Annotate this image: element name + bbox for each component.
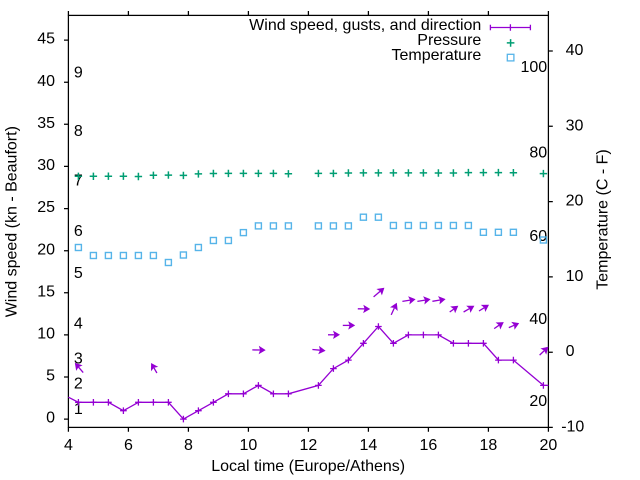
svg-text:20: 20 [529,393,547,410]
svg-text:15: 15 [37,283,55,300]
svg-text:18: 18 [480,437,498,454]
svg-text:0: 0 [566,343,575,360]
svg-text:30: 30 [566,117,584,134]
svg-text:2: 2 [74,375,83,392]
svg-text:30: 30 [37,157,55,174]
svg-text:12: 12 [300,437,318,454]
svg-text:Pressure: Pressure [417,32,481,49]
svg-text:Temperature: Temperature [391,47,481,64]
svg-text:40: 40 [37,73,55,90]
svg-text:10: 10 [566,268,584,285]
svg-text:4: 4 [64,437,73,454]
svg-text:5: 5 [46,368,55,385]
svg-text:8: 8 [74,123,83,140]
svg-text:25: 25 [37,199,55,216]
svg-text:20: 20 [37,241,55,258]
svg-text:9: 9 [74,65,83,82]
svg-text:20: 20 [566,193,584,210]
svg-text:3: 3 [74,351,83,368]
svg-text:16: 16 [420,437,438,454]
svg-text:5: 5 [74,265,83,282]
svg-text:35: 35 [37,115,55,132]
svg-text:10: 10 [37,326,55,343]
svg-text:80: 80 [529,145,547,162]
svg-text:45: 45 [37,31,55,48]
svg-text:-10: -10 [561,418,584,435]
svg-text:4: 4 [74,316,83,333]
svg-text:10: 10 [240,437,258,454]
svg-text:6: 6 [74,223,83,240]
svg-text:0: 0 [46,410,55,427]
svg-text:Local time (Europe/Athens): Local time (Europe/Athens) [211,458,405,475]
svg-text:14: 14 [360,437,378,454]
svg-text:1: 1 [74,401,83,418]
svg-text:6: 6 [124,437,133,454]
svg-text:100: 100 [520,59,547,76]
svg-text:8: 8 [184,437,193,454]
svg-text:20: 20 [540,437,558,454]
svg-text:60: 60 [529,228,547,245]
svg-text:7: 7 [74,172,83,189]
svg-text:Wind speed (kn - Beaufort): Wind speed (kn - Beaufort) [4,126,21,317]
svg-text:40: 40 [566,42,584,59]
svg-text:Temperature (C - F): Temperature (C - F) [594,149,611,289]
svg-text:40: 40 [529,311,547,328]
svg-text:Wind speed, gusts, and directi: Wind speed, gusts, and direction [249,17,481,34]
